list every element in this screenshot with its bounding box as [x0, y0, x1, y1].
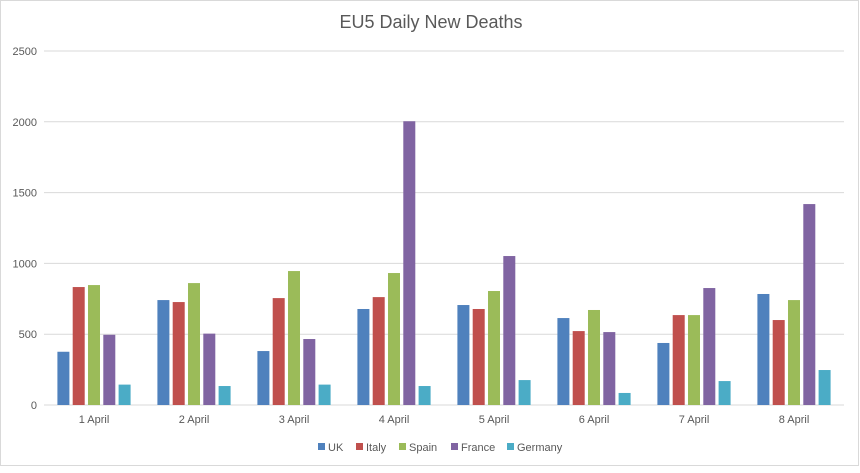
x-tick-label: 3 April [279, 414, 310, 426]
bar-uk-7 [657, 342, 670, 405]
bar-uk-6 [557, 318, 570, 405]
x-tick-label: 5 April [479, 414, 510, 426]
y-tick-label: 1000 [13, 258, 37, 270]
y-tick-label: 2500 [13, 46, 37, 58]
x-tick-label: 2 April [179, 414, 210, 426]
y-tick-label: 500 [19, 329, 37, 341]
legend-swatch-spain [399, 443, 406, 450]
bar-france-3 [303, 339, 316, 405]
x-tick-label: 6 April [579, 414, 610, 426]
bar-italy-1 [72, 287, 85, 405]
x-tick-label: 4 April [379, 414, 410, 426]
chart-title: EU5 Daily New Deaths [339, 12, 522, 32]
legend-label-germany: Germany [517, 442, 563, 454]
bar-germany-7 [718, 381, 731, 405]
bar-france-5 [503, 256, 516, 405]
bar-france-7 [703, 288, 716, 405]
bar-spain-2 [188, 283, 200, 405]
bar-spain-7 [688, 315, 700, 405]
legend-label-uk: UK [328, 442, 344, 454]
x-tick-label: 8 April [779, 414, 810, 426]
bar-italy-5 [472, 308, 485, 405]
bar-uk-2 [157, 300, 170, 405]
bar-france-8 [803, 204, 816, 405]
bar-spain-3 [288, 271, 300, 405]
x-tick-label: 7 April [679, 414, 710, 426]
bar-germany-2 [218, 386, 231, 405]
bar-germany-5 [518, 380, 531, 405]
bar-spain-1 [88, 285, 100, 405]
bar-germany-6 [618, 392, 631, 405]
bar-uk-5 [457, 305, 470, 405]
bar-italy-6 [572, 331, 585, 405]
y-tick-label: 2000 [13, 117, 37, 129]
y-tick-label: 0 [31, 400, 37, 412]
bar-italy-7 [672, 315, 685, 405]
legend-swatch-uk [318, 443, 325, 450]
bar-uk-1 [57, 351, 70, 405]
bar-italy-2 [172, 302, 185, 405]
bar-uk-8 [757, 293, 770, 405]
bar-germany-3 [318, 384, 331, 405]
bar-france-1 [103, 334, 116, 405]
legend-label-france: France [461, 442, 495, 454]
bar-uk-3 [257, 351, 270, 405]
bar-italy-3 [272, 298, 285, 405]
bar-italy-8 [772, 320, 785, 405]
bar-germany-1 [118, 384, 131, 405]
y-tick-label: 1500 [13, 188, 37, 200]
bar-germany-4 [418, 386, 431, 405]
bar-france-2 [203, 333, 216, 405]
bar-spain-8 [788, 300, 800, 405]
bar-spain-5 [488, 291, 500, 405]
x-tick-label: 1 April [79, 414, 110, 426]
legend-swatch-italy [356, 443, 363, 450]
bar-spain-4 [388, 273, 400, 405]
bar-spain-6 [588, 309, 600, 405]
legend-label-spain: Spain [409, 442, 437, 454]
bar-uk-4 [357, 308, 370, 405]
bar-italy-4 [372, 297, 385, 405]
legend-label-italy: Italy [366, 442, 387, 454]
legend-swatch-france [451, 443, 458, 450]
legend-swatch-germany [507, 443, 514, 450]
bar-germany-8 [818, 370, 831, 405]
bar-france-4 [403, 121, 416, 406]
bar-france-6 [603, 332, 616, 405]
